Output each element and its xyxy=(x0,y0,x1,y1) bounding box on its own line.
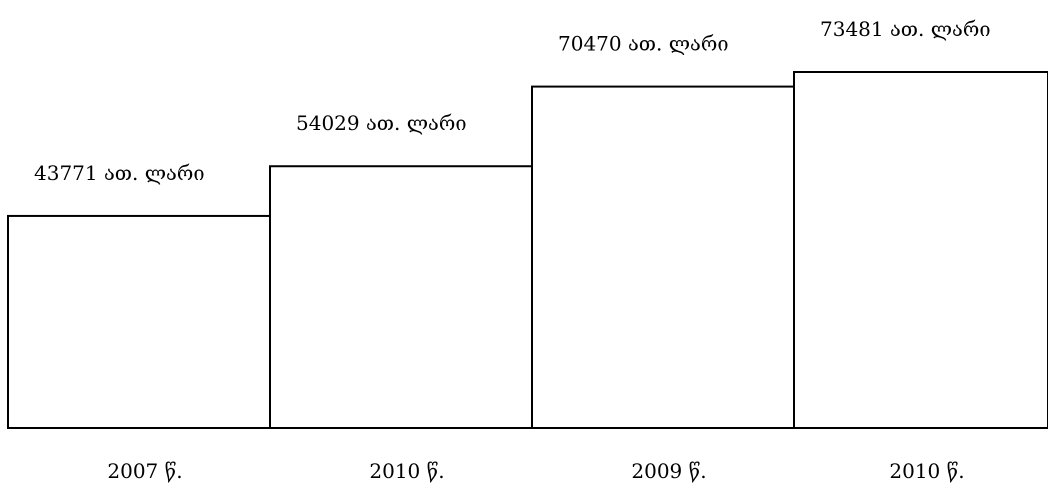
bar-4 xyxy=(793,71,1048,429)
category-labels-group: 2007 წ. 2010 წ. 2009 წ. 2010 წ. xyxy=(107,459,964,483)
connectors-group xyxy=(269,72,795,216)
bars-group xyxy=(7,71,1048,429)
data-label-4: 73481 ათ. ლარი xyxy=(820,17,991,41)
category-label-2: 2010 წ. xyxy=(369,459,444,483)
category-label-3: 2009 წ. xyxy=(631,459,706,483)
category-label-4: 2010 წ. xyxy=(889,459,964,483)
category-label-1: 2007 წ. xyxy=(107,459,182,483)
bar-1 xyxy=(7,214,271,429)
data-label-1: 43771 ათ. ლარი xyxy=(34,161,205,185)
bar-3 xyxy=(531,85,795,429)
data-label-3: 70470 ათ. ლარი xyxy=(558,32,729,56)
value-labels-group: 43771 ათ. ლარი 54029 ათ. ლარი 70470 ათ. ლა… xyxy=(34,17,991,185)
data-label-2: 54029 ათ. ლარი xyxy=(296,111,467,135)
bar-2 xyxy=(269,165,533,429)
